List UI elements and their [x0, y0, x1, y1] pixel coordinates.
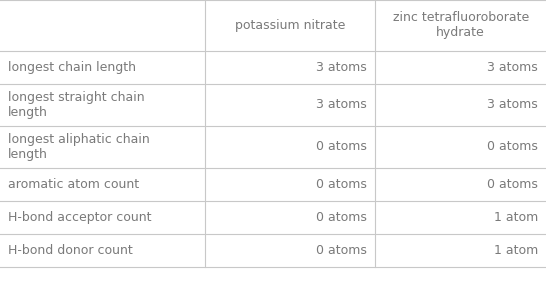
- Text: 3 atoms: 3 atoms: [487, 98, 538, 111]
- Text: 0 atoms: 0 atoms: [316, 211, 367, 224]
- Text: potassium nitrate: potassium nitrate: [235, 19, 345, 32]
- Text: 0 atoms: 0 atoms: [316, 178, 367, 191]
- Text: 3 atoms: 3 atoms: [317, 98, 367, 111]
- Text: zinc tetrafluoroborate
hydrate: zinc tetrafluoroborate hydrate: [393, 11, 529, 39]
- Text: aromatic atom count: aromatic atom count: [8, 178, 139, 191]
- Text: longest straight chain
length: longest straight chain length: [8, 91, 145, 119]
- Text: longest aliphatic chain
length: longest aliphatic chain length: [8, 133, 150, 161]
- Text: 0 atoms: 0 atoms: [316, 244, 367, 257]
- Text: 3 atoms: 3 atoms: [487, 61, 538, 74]
- Text: 0 atoms: 0 atoms: [487, 178, 538, 191]
- Text: 3 atoms: 3 atoms: [317, 61, 367, 74]
- Text: 1 atom: 1 atom: [494, 211, 538, 224]
- Text: 1 atom: 1 atom: [494, 244, 538, 257]
- Text: 0 atoms: 0 atoms: [487, 140, 538, 153]
- Text: H-bond donor count: H-bond donor count: [8, 244, 133, 257]
- Text: H-bond acceptor count: H-bond acceptor count: [8, 211, 152, 224]
- Text: 0 atoms: 0 atoms: [316, 140, 367, 153]
- Text: longest chain length: longest chain length: [8, 61, 136, 74]
